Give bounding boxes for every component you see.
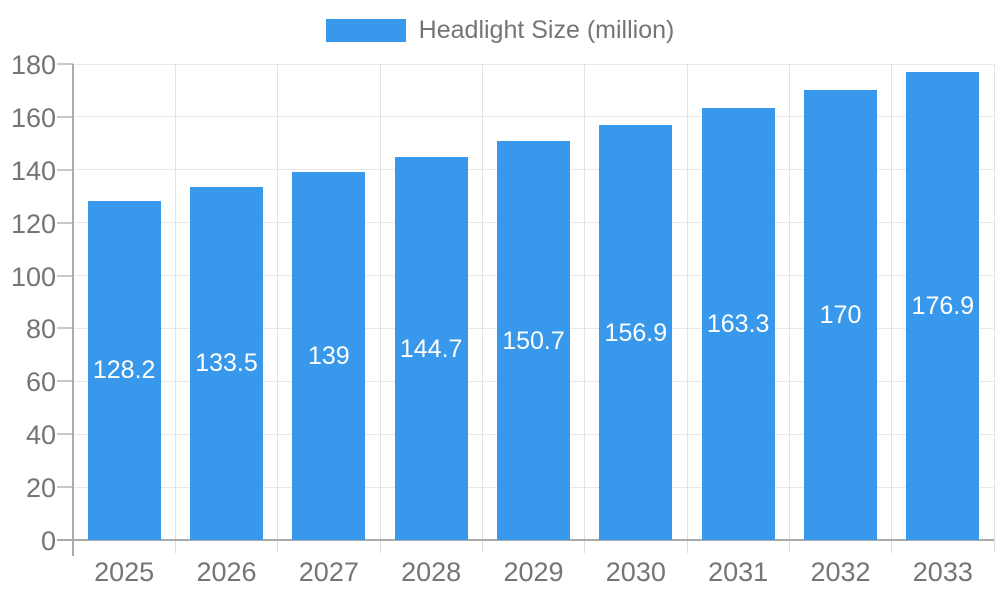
bar-value-label: 163.3 (706, 310, 770, 339)
x-axis-tick (481, 540, 483, 553)
bar-2027[interactable] (292, 172, 366, 540)
legend-label: Headlight Size (million) (418, 16, 675, 44)
y-axis-label: 180 (10, 50, 56, 80)
y-axis-label: 140 (10, 155, 56, 186)
x-axis-tick (686, 540, 688, 553)
bar-2030[interactable] (599, 125, 673, 540)
y-axis-tick (57, 433, 73, 436)
legend-item[interactable]: Headlight Size (million) (0, 16, 1000, 44)
bar-value-label: 156.9 (604, 318, 668, 347)
bar-2026[interactable] (190, 186, 263, 540)
y-axis-label: 0 (40, 526, 56, 556)
x-axis-label-2028: 2028 (401, 557, 462, 587)
bar-value-label: 133.5 (195, 349, 258, 378)
gridline-vertical (277, 64, 279, 540)
bar-2031[interactable] (701, 108, 775, 540)
gridline-vertical (993, 64, 995, 540)
y-axis-tick (57, 63, 73, 65)
x-axis-tick (277, 540, 279, 553)
bar-2032[interactable] (804, 90, 877, 540)
y-axis-tick (57, 274, 73, 277)
bar-value-label: 128.2 (92, 356, 156, 385)
x-axis-tick (891, 540, 893, 553)
x-axis-label-2031: 2031 (708, 557, 769, 587)
gridline-vertical (891, 64, 893, 540)
gridline-vertical (174, 64, 176, 540)
y-axis-label: 20 (25, 473, 56, 504)
bar-value-label: 139 (307, 342, 350, 371)
bar-value-label: 176.9 (911, 292, 975, 321)
x-axis-tick (379, 540, 381, 553)
y-axis-label: 160 (10, 102, 56, 133)
bar-value-label: 170 (819, 301, 862, 330)
y-axis-label: 120 (10, 208, 56, 239)
x-axis-label-2030: 2030 (605, 557, 666, 587)
x-axis-label-2027: 2027 (298, 557, 359, 587)
gridline-horizontal (73, 116, 994, 118)
y-axis-label: 100 (10, 261, 56, 292)
bar-2028[interactable] (394, 157, 468, 540)
y-axis-line (72, 64, 74, 556)
y-axis-tick (57, 221, 73, 224)
gridline-vertical (481, 64, 483, 540)
bar-2033[interactable] (906, 72, 980, 540)
y-axis-label: 80 (25, 314, 56, 345)
gridline-horizontal (73, 63, 994, 65)
x-axis-line (57, 539, 994, 541)
x-axis-label-2032: 2032 (810, 557, 871, 587)
gridline-vertical (584, 64, 586, 540)
x-axis-tick (788, 540, 790, 553)
y-axis-tick (57, 168, 73, 171)
x-axis-label-2025: 2025 (94, 557, 155, 587)
x-axis-label-2026: 2026 (196, 557, 257, 587)
bar-2029[interactable] (497, 141, 570, 540)
bar-2025[interactable] (87, 200, 161, 540)
y-axis-tick (57, 327, 73, 330)
bar-value-label: 150.7 (502, 326, 565, 355)
gridline-vertical (379, 64, 381, 540)
y-axis-tick (57, 486, 73, 489)
gridline-vertical (686, 64, 688, 540)
x-axis-label-2029: 2029 (503, 557, 564, 587)
x-axis-tick (584, 540, 586, 553)
y-axis-label: 60 (25, 367, 56, 398)
y-axis-label: 40 (25, 420, 56, 451)
y-axis-tick (57, 115, 73, 118)
y-axis-tick (57, 380, 73, 383)
x-axis-tick (993, 540, 995, 553)
x-axis-tick (174, 540, 176, 553)
gridline-vertical (788, 64, 790, 540)
x-axis-label-2033: 2033 (912, 557, 973, 587)
legend-swatch-icon (325, 18, 406, 42)
bar-value-label: 144.7 (399, 334, 463, 363)
